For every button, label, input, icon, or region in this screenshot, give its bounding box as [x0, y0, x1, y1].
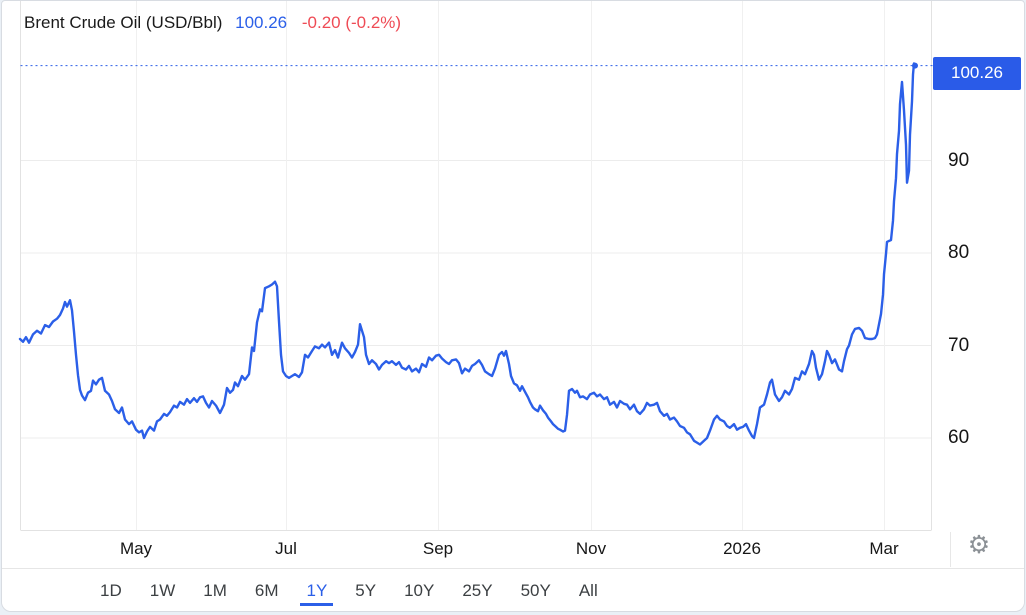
range-button-6m[interactable]: 6M — [249, 575, 285, 606]
range-button-all[interactable]: All — [573, 575, 604, 606]
instrument-title: Brent Crude Oil (USD/Bbl) — [24, 13, 223, 32]
chart-settings-button[interactable]: ⚙ — [960, 528, 998, 562]
chart-header: Brent Crude Oil (USD/Bbl) 100.26 -0.20 (… — [24, 12, 401, 34]
vertical-gridlines — [136, 1, 885, 530]
plot-borders — [20, 1, 932, 530]
x-axis-tick-label: Mar — [869, 539, 899, 558]
range-button-5y[interactable]: 5Y — [349, 575, 382, 606]
range-button-25y[interactable]: 25Y — [456, 575, 498, 606]
horizontal-gridlines — [20, 160, 932, 531]
range-button-50y[interactable]: 50Y — [515, 575, 557, 606]
price-line-series — [18, 62, 918, 446]
x-axis-tick-label: Sep — [422, 539, 454, 558]
y-axis-tick-label: 80 — [948, 242, 970, 263]
last-price: 100.26 — [235, 13, 288, 32]
y-axis-tick-label: 60 — [948, 427, 970, 448]
price-change: -0.20 (-0.2%) — [301, 13, 402, 32]
range-button-10y[interactable]: 10Y — [398, 575, 440, 606]
y-axis-tick-label: 70 — [948, 334, 970, 356]
range-button-1y[interactable]: 1Y — [300, 575, 334, 606]
x-axis-tick-label: 2026 — [723, 539, 761, 558]
last-price-badge-value: 100.26 — [951, 63, 1003, 83]
range-button-1w[interactable]: 1W — [144, 575, 182, 606]
range-button-1m[interactable]: 1M — [197, 575, 233, 606]
axis-gear-divider — [950, 532, 951, 567]
gear-icon: ⚙ — [967, 530, 991, 559]
x-axis-tick-label: Nov — [575, 539, 607, 558]
last-price-badge: 100.26 — [933, 56, 1021, 90]
x-axis-tick-label: May — [119, 539, 153, 558]
y-axis-tick-label: 90 — [948, 149, 970, 171]
range-toolbar: 1D 1W 1M 6M 1Y 5Y 10Y 25Y 50Y All — [2, 568, 1024, 611]
range-button-1d[interactable]: 1D — [94, 575, 128, 606]
x-axis-tick-label: Jul — [275, 539, 297, 558]
